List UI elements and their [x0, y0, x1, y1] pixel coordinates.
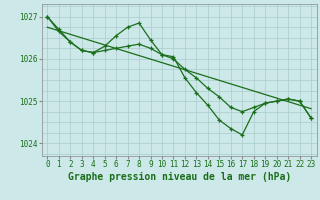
- X-axis label: Graphe pression niveau de la mer (hPa): Graphe pression niveau de la mer (hPa): [68, 172, 291, 182]
